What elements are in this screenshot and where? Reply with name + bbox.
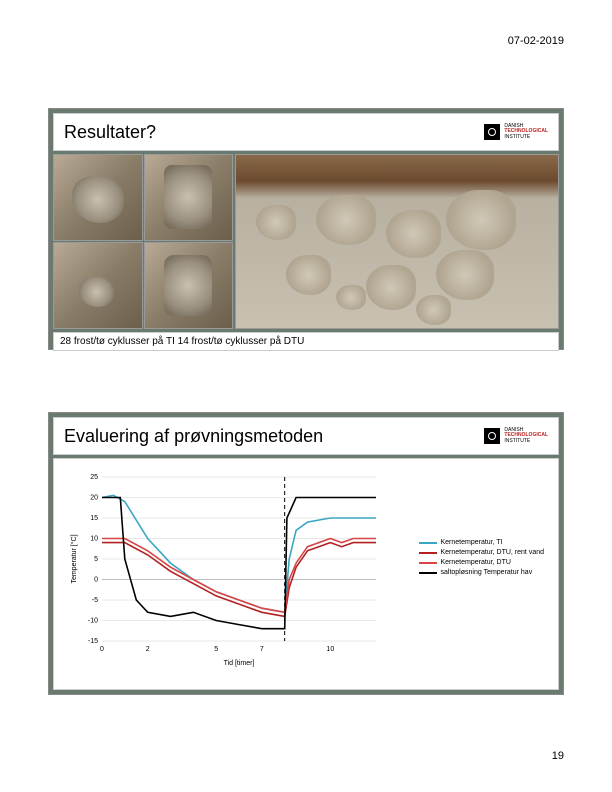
date-text: 07-02-2019 — [508, 35, 564, 47]
svg-text:0: 0 — [100, 646, 104, 653]
legend-label: Kernetemperatur, DTU, rent vand — [441, 549, 545, 556]
legend-label: Kernetemperatur, DTU — [441, 559, 511, 566]
legend-swatch — [419, 572, 437, 574]
legend-swatch — [419, 562, 437, 564]
slide1-title: Resultater? — [64, 122, 156, 143]
svg-text:0: 0 — [94, 577, 98, 584]
sample-photo-3 — [53, 242, 143, 329]
legend-label: Kernetemperatur, TI — [441, 539, 503, 546]
page-number: 19 — [552, 750, 564, 762]
logo-2: DANISH TECHNOLOGICAL INSTITUTE — [484, 428, 548, 445]
logo-mark-icon — [484, 428, 500, 444]
slide-evaluering: Evaluering af prøvningsmetoden DANISH TE… — [48, 412, 564, 695]
rubble-photo — [235, 154, 559, 329]
sample-photo-4 — [144, 242, 234, 329]
title-bar-2: Evaluering af prøvningsmetoden DANISH TE… — [53, 417, 559, 455]
slide2-title: Evaluering af prøvningsmetoden — [64, 426, 323, 447]
legend-item: Kernetemperatur, TI — [419, 539, 545, 546]
svg-text:2: 2 — [146, 646, 150, 653]
legend-item: Kernetemperatur, DTU, rent vand — [419, 549, 545, 556]
title-bar-1: Resultater? DANISH TECHNOLOGICAL INSTITU… — [53, 113, 559, 151]
caption-bar: 28 frost/tø cyklusser på TI 14 frost/tø … — [53, 332, 559, 351]
photo-area — [53, 154, 559, 329]
svg-text:7: 7 — [260, 646, 264, 653]
svg-text:5: 5 — [94, 556, 98, 563]
svg-text:20: 20 — [90, 495, 98, 502]
sample-photo-2 — [144, 154, 234, 241]
svg-text:10: 10 — [326, 646, 334, 653]
slide-resultater: Resultater? DANISH TECHNOLOGICAL INSTITU… — [48, 108, 564, 350]
svg-text:10: 10 — [90, 536, 98, 543]
svg-text:5: 5 — [214, 646, 218, 653]
photo-grid — [53, 154, 233, 329]
logo2-l3: INSTITUTE — [504, 438, 530, 444]
chart-legend: Kernetemperatur, TI Kernetemperatur, DTU… — [419, 539, 545, 579]
chart-area: 2520151050-5-10-15Temperatur [°C]025710T… — [53, 458, 559, 690]
legend-item: saltopløsning Temperatur hav — [419, 569, 545, 576]
logo-l3: INSTITUTE — [504, 134, 530, 140]
legend-swatch — [419, 552, 437, 554]
temperature-chart: 2520151050-5-10-15Temperatur [°C]025710T… — [64, 469, 384, 669]
legend-swatch — [419, 542, 437, 544]
legend-item: Kernetemperatur, DTU — [419, 559, 545, 566]
svg-text:Temperatur [°C]: Temperatur [°C] — [70, 534, 78, 583]
legend-label: saltopløsning Temperatur hav — [441, 569, 533, 576]
svg-text:Tid [timer]: Tid [timer] — [224, 660, 255, 667]
svg-text:25: 25 — [90, 474, 98, 481]
logo-1: DANISH TECHNOLOGICAL INSTITUTE — [484, 124, 548, 141]
logo-text-1: DANISH TECHNOLOGICAL INSTITUTE — [504, 124, 548, 141]
logo-text-2: DANISH TECHNOLOGICAL INSTITUTE — [504, 428, 548, 445]
svg-text:-10: -10 — [88, 618, 98, 625]
svg-text:-15: -15 — [88, 638, 98, 645]
logo-mark-icon — [484, 124, 500, 140]
caption-text: 28 frost/tø cyklusser på TI 14 frost/tø … — [60, 336, 304, 347]
svg-text:-5: -5 — [92, 597, 98, 604]
sample-photo-1 — [53, 154, 143, 241]
svg-text:15: 15 — [90, 515, 98, 522]
